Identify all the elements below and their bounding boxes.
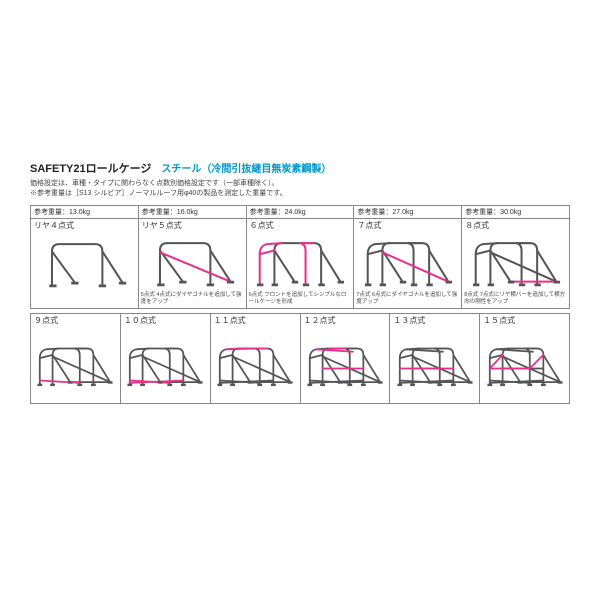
cage-cell-13pt: １３点式: [389, 313, 479, 403]
cage-diagram-icon: [485, 337, 565, 392]
row1-weights: 参考重量：13.0kg 参考重量：16.0kg 参考重量：24.0kg 参考重量…: [30, 205, 570, 218]
cage-cell-9pt: ９点式: [30, 313, 120, 403]
row2-grid: ９点式 １０点式: [30, 313, 570, 404]
row1-grid: リヤ４点式 リヤ５点式: [30, 218, 570, 309]
cage-diagram-icon: [252, 234, 348, 289]
cage-cell-5pt: リヤ５点式 5点式 4点式にダイヤゴナルを追加して強度をアップ: [138, 218, 246, 308]
cage-cell-6pt: ６点式 6点式 フロントを追加してシンプルなロールケージを形成: [246, 218, 354, 308]
cage-cell-15pt: １５点式: [479, 313, 569, 403]
title-sub: スチール（冷間引抜継目無炭素鋼製）: [161, 160, 331, 175]
cell-foot: [31, 294, 138, 308]
catalog-panel: SAFETY21ロールケージ スチール（冷間引抜継目無炭素鋼製） 価格設定は、車…: [30, 160, 570, 404]
cell-label: リヤ４点式: [31, 219, 138, 232]
cell-label: ７点式: [354, 219, 461, 232]
cage-diagram-icon: [360, 234, 456, 289]
cage-cell-8pt: ８点式 8点式 7点式にリヤ横バーを追加して横方向の剛性をアップ: [461, 218, 569, 308]
title-main: SAFETY21ロールケージ: [30, 160, 151, 176]
cage-diagram-icon: [144, 234, 240, 289]
cage-diagram-icon: [36, 235, 132, 290]
weight-label: 参考重量：30.0kg: [462, 205, 570, 218]
cell-foot: 6点式 フロントを追加してシンプルなロールケージを形成: [247, 291, 354, 307]
cell-label: １１点式: [211, 314, 300, 327]
cage-cell-4pt: リヤ４点式: [30, 218, 138, 308]
cage-diagram-icon: [468, 234, 564, 289]
cage-diagram-icon: [215, 337, 295, 392]
cell-foot: 7点式 6点式にダイヤゴナルを追加して強度アップ: [354, 291, 461, 307]
description: 価格設定は、車種・タイプに関わらなく点数別価格設定です（一部車種除く）。 ※参考…: [30, 179, 570, 199]
cell-label: １３点式: [390, 314, 479, 327]
weight-label: 参考重量：13.0kg: [31, 205, 139, 218]
cage-diagram-icon: [395, 337, 475, 392]
cell-label: １２点式: [301, 314, 390, 327]
header: SAFETY21ロールケージ スチール（冷間引抜継目無炭素鋼製）: [30, 160, 570, 176]
cage-diagram-icon: [35, 337, 115, 392]
cage-cell-10pt: １０点式: [120, 313, 210, 403]
cell-label: リヤ５点式: [139, 219, 246, 232]
desc-line: 価格設定は、車種・タイプに関わらなく点数別価格設定です（一部車種除く）。: [30, 179, 570, 189]
cell-label: ８点式: [462, 219, 569, 232]
cage-cell-12pt: １２点式: [300, 313, 390, 403]
cage-diagram-icon: [125, 337, 205, 392]
cell-foot: 8点式 7点式にリヤ横バーを追加して横方向の剛性をアップ: [462, 291, 569, 307]
cell-label: １０点式: [121, 314, 210, 327]
cage-diagram-icon: [305, 337, 385, 392]
weight-label: 参考重量：24.0kg: [247, 205, 355, 218]
cell-label: ９点式: [31, 314, 120, 327]
weight-label: 参考重量：16.0kg: [139, 205, 247, 218]
cage-cell-7pt: ７点式 7点式 6点式にダイヤゴナルを追加して強度アップ: [353, 218, 461, 308]
cell-label: ６点式: [247, 219, 354, 232]
weight-label: 参考重量：27.0kg: [354, 205, 462, 218]
desc-line: ※参考重量は［S13 シルビア］ノーマルルーフ用φ40の製品を測定した重量です。: [30, 189, 570, 199]
cell-label: １５点式: [480, 314, 569, 327]
cage-cell-11pt: １１点式: [210, 313, 300, 403]
cell-foot: 5点式 4点式にダイヤゴナルを追加して強度をアップ: [139, 291, 246, 307]
